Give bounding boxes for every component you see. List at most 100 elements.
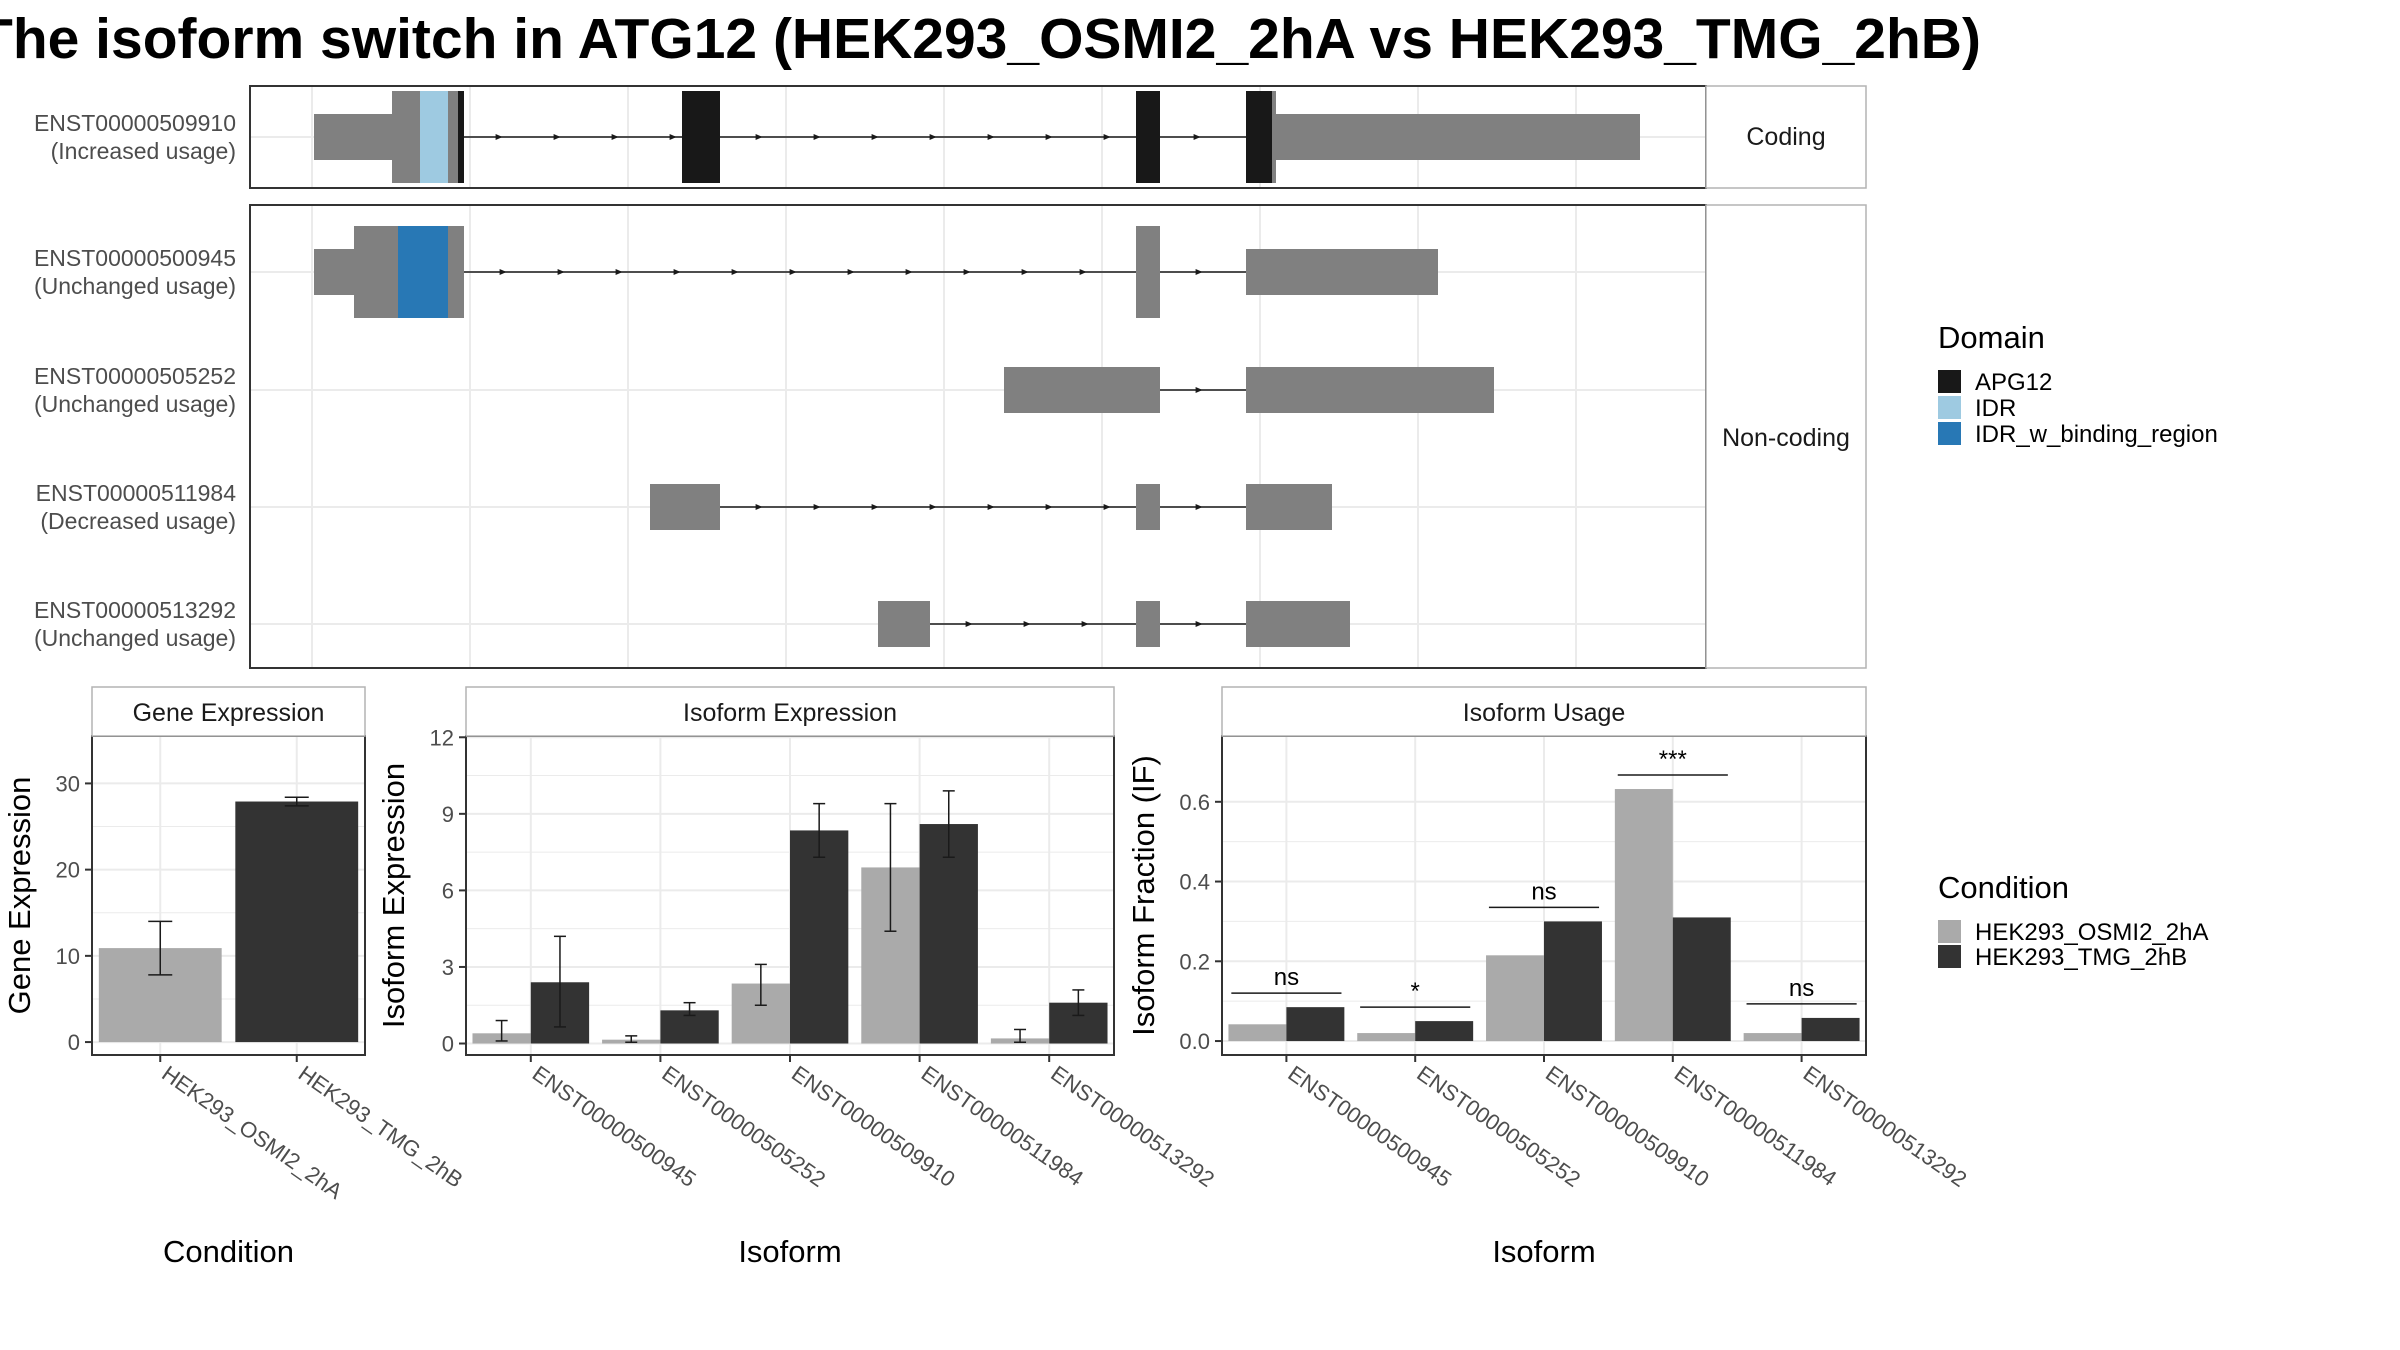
y-tick-label: 20 (56, 858, 80, 883)
chart-strip (1221, 686, 1867, 737)
intron-arrow (929, 134, 937, 140)
exon-block (1246, 249, 1438, 295)
domain-legend-swatch (1938, 396, 1961, 419)
transcript-usage-label: (Unchanged usage) (34, 273, 236, 299)
bar-HEK293_TMG_2hB-ENST00000513292 (1801, 1017, 1860, 1042)
significance-label: ns (1274, 964, 1299, 991)
transcript-id-label: ENST00000500945 (34, 245, 236, 271)
intron-arrow (611, 134, 619, 140)
y-tick-label: 0.2 (1179, 949, 1210, 974)
exon-block (650, 484, 720, 530)
intron-arrow (731, 269, 739, 275)
exon-block (1136, 484, 1160, 530)
bar-HEK293_TMG_2hB-ENST00000509910 (790, 830, 849, 1044)
intron-arrow (615, 269, 623, 275)
y-tick-label: 9 (442, 802, 454, 827)
y-tick-label: 12 (430, 725, 454, 750)
exon-block (354, 226, 398, 318)
bar-HEK293_OSMI2_2hA-ENST00000513292 (1743, 1033, 1802, 1042)
noncoding-panel-bg (250, 205, 1706, 668)
exon-block (682, 91, 720, 183)
exon-block (314, 249, 354, 295)
transcript-usage-label: (Decreased usage) (40, 508, 236, 534)
intron-arrow (813, 504, 821, 510)
y-tick-label: 0.4 (1179, 870, 1210, 895)
y-axis-title: Isoform Expression (376, 763, 411, 1028)
intron-arrow (987, 134, 995, 140)
exon-block (448, 91, 458, 183)
exon-block (392, 91, 420, 183)
intron-arrow (1023, 621, 1031, 627)
exon-block (1276, 114, 1640, 160)
intron-arrow (495, 134, 503, 140)
exon-block (1004, 367, 1160, 413)
significance-label: ns (1531, 878, 1556, 905)
x-axis-title: Isoform (738, 1234, 841, 1269)
exon-block (314, 114, 392, 160)
intron-arrow (1021, 269, 1029, 275)
intron-arrow (847, 269, 855, 275)
intron-arrow (963, 269, 971, 275)
intron-arrow (789, 269, 797, 275)
coding-strip-label: Coding (1746, 123, 1825, 151)
bar-HEK293_OSMI2_2hA-ENST00000511984 (1614, 789, 1673, 1042)
domain-legend-swatch (1938, 370, 1961, 393)
y-tick-label: 0.6 (1179, 790, 1210, 815)
domain-legend-label: IDR (1975, 395, 2016, 422)
x-axis-title: Condition (163, 1234, 294, 1269)
intron-arrow (1079, 269, 1087, 275)
chart-strip (91, 686, 366, 737)
intron-arrow (813, 134, 821, 140)
transcript-id-label: ENST00000509910 (34, 110, 236, 136)
noncoding-strip-label: Non-coding (1722, 424, 1850, 452)
intron-arrow (1195, 269, 1203, 275)
y-tick-label: 0.0 (1179, 1029, 1210, 1054)
noncoding-strip (1705, 204, 1867, 669)
intron-arrow (557, 269, 565, 275)
exon-block (398, 226, 448, 318)
intron-arrow (929, 504, 937, 510)
bar-HEK293_OSMI2_2hA-ENST00000505252 (1357, 1033, 1416, 1042)
y-tick-label: 0 (442, 1032, 454, 1057)
exon-block (458, 91, 464, 183)
intron-arrow (1195, 504, 1203, 510)
intron-arrow (1103, 504, 1111, 510)
coding-strip (1705, 85, 1867, 189)
intron-arrow (553, 134, 561, 140)
domain-legend-label: IDR_w_binding_region (1975, 421, 2218, 448)
y-tick-label: 6 (442, 878, 454, 903)
transcript-ENST00000511984: ENST00000511984(Decreased usage) (36, 480, 1332, 534)
y-tick-label: 0 (68, 1030, 80, 1055)
condition-legend-label: HEK293_OSMI2_2hA (1975, 919, 2208, 946)
transcript-id-label: ENST00000513292 (34, 597, 236, 623)
transcript-usage-label: (Unchanged usage) (34, 391, 236, 417)
intron-arrow (905, 269, 913, 275)
y-axis-title: Gene Expression (2, 777, 37, 1015)
x-axis-title: Isoform (1492, 1234, 1595, 1269)
condition-legend-title: Condition (1938, 870, 2069, 905)
domain-legend-label: APG12 (1975, 369, 2052, 396)
chart-panel-1: Isoform Expression036912ENST00000500945E… (376, 686, 1219, 1269)
bar-HEK293_TMG_2hB-ENST00000509910 (1544, 921, 1602, 1042)
intron-arrow (669, 134, 677, 140)
exon-block (1246, 484, 1332, 530)
exon-block (878, 601, 930, 647)
intron-arrow (1045, 134, 1053, 140)
exon-block (1136, 226, 1160, 318)
significance-label: *** (1659, 746, 1687, 773)
bar-HEK293_TMG_2hB-ENST00000505252 (1415, 1021, 1474, 1042)
exon-block (448, 226, 464, 318)
exon-block (1272, 91, 1276, 183)
chart-title: Gene Expression (133, 699, 325, 727)
y-tick-label: 10 (56, 944, 80, 969)
y-tick-label: 30 (56, 771, 80, 796)
condition-legend-swatch (1938, 920, 1961, 943)
y-tick-label: 3 (442, 955, 454, 980)
intron-arrow (987, 504, 995, 510)
bar-HEK293_OSMI2_2hA-ENST00000500945 (1228, 1024, 1287, 1042)
bar-HEK293_TMG_2hB-ENST00000511984 (1672, 917, 1731, 1042)
